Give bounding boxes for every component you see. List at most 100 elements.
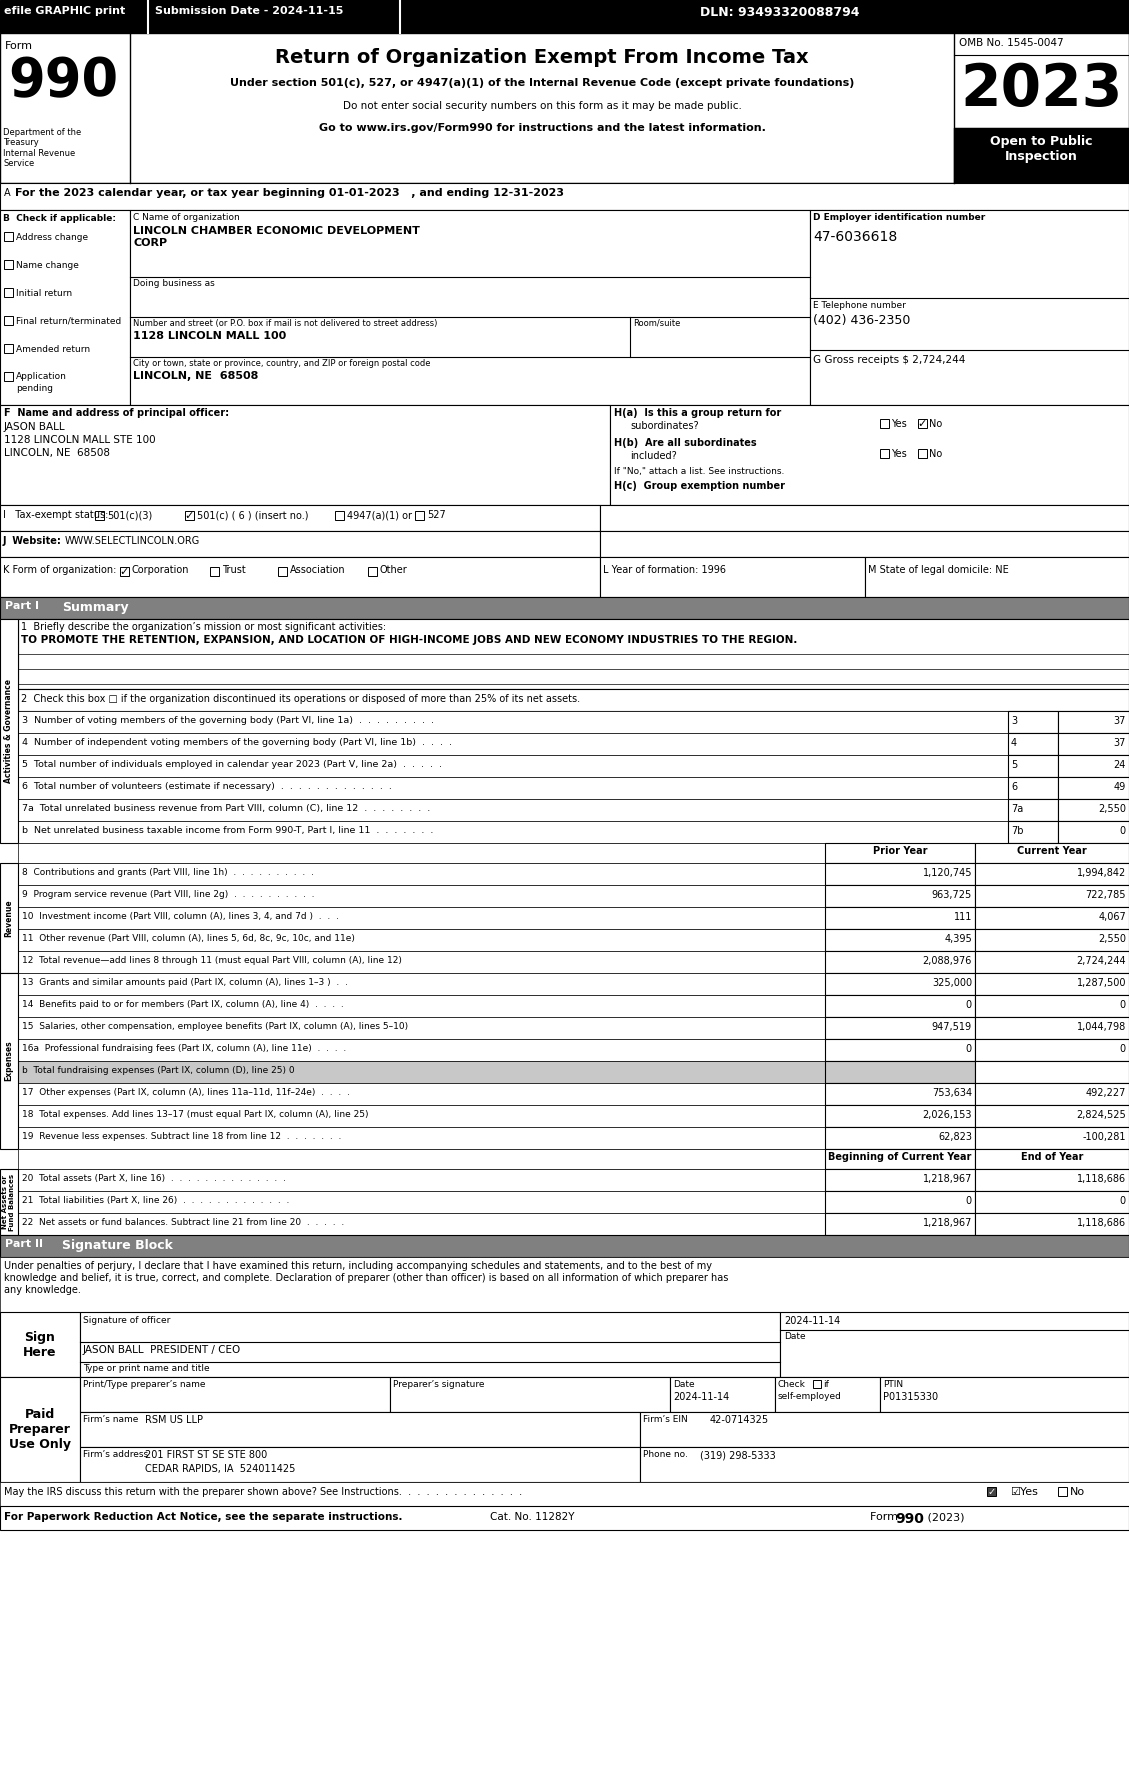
Bar	[18, 756, 1008, 777]
Text: Type or print name and title: Type or print name and title	[84, 1363, 210, 1372]
Text: 2023: 2023	[961, 62, 1122, 118]
Text: PTIN: PTIN	[883, 1379, 903, 1390]
Bar	[0, 1377, 80, 1482]
Text: 3  Number of voting members of the governing body (Part VI, line 1a)  .  .  .  .: 3 Number of voting members of the govern…	[21, 715, 434, 726]
Bar	[975, 1083, 1129, 1106]
Bar	[975, 1017, 1129, 1038]
Text: Date: Date	[673, 1379, 694, 1390]
Text: 12  Total revenue—add lines 8 through 11 (must equal Part VIII, column (A), line: 12 Total revenue—add lines 8 through 11 …	[21, 955, 402, 964]
Text: 47-6036618: 47-6036618	[813, 230, 898, 244]
Bar	[975, 864, 1129, 885]
Text: Number and street (or P.O. box if mail is not delivered to street address): Number and street (or P.O. box if mail i…	[133, 320, 437, 328]
Bar	[0, 34, 1129, 184]
Bar	[0, 597, 1129, 620]
Bar	[0, 1234, 1129, 1257]
Bar	[975, 973, 1129, 994]
Text: 1,287,500: 1,287,500	[1076, 978, 1126, 987]
Bar	[825, 908, 975, 929]
Bar	[18, 952, 825, 973]
Text: 492,227: 492,227	[1086, 1088, 1126, 1098]
Bar	[80, 1377, 390, 1413]
Bar	[975, 1190, 1129, 1213]
Bar	[5, 231, 14, 240]
Bar	[975, 1127, 1129, 1150]
Bar	[0, 1506, 1129, 1529]
Bar	[825, 1150, 975, 1169]
Bar	[18, 929, 825, 952]
Text: 20  Total assets (Part X, line 16)  .  .  .  .  .  .  .  .  .  .  .  .  .  .: 20 Total assets (Part X, line 16) . . . …	[21, 1174, 286, 1183]
Text: F  Name and address of principal officer:: F Name and address of principal officer:	[5, 408, 229, 419]
Bar	[813, 1379, 821, 1388]
Text: 947,519: 947,519	[931, 1023, 972, 1031]
Bar	[18, 1213, 825, 1234]
Text: Part I: Part I	[5, 600, 40, 611]
Text: 13  Grants and similar amounts paid (Part IX, column (A), lines 1–3 )  .  .: 13 Grants and similar amounts paid (Part…	[21, 978, 348, 987]
Text: Cat. No. 11282Y: Cat. No. 11282Y	[490, 1512, 575, 1522]
Bar	[18, 908, 825, 929]
Bar	[1058, 1487, 1067, 1496]
Text: A: A	[5, 187, 10, 198]
Text: Yes: Yes	[891, 419, 907, 429]
Bar	[95, 510, 104, 519]
Text: 14  Benefits paid to or for members (Part IX, column (A), line 4)  .  .  .  .: 14 Benefits paid to or for members (Part…	[21, 1000, 343, 1008]
Text: 5: 5	[1010, 759, 1017, 770]
Text: D Employer identification number: D Employer identification number	[813, 214, 986, 223]
Text: subordinates?: subordinates?	[630, 420, 699, 431]
Bar	[0, 1482, 1129, 1506]
Text: LINCOLN CHAMBER ECONOMIC DEVELOPMENT: LINCOLN CHAMBER ECONOMIC DEVELOPMENT	[133, 226, 420, 237]
Text: 6: 6	[1010, 782, 1017, 791]
Text: ✓: ✓	[185, 510, 194, 521]
Bar	[1008, 821, 1058, 842]
Text: Doing business as: Doing business as	[133, 279, 215, 288]
Text: Return of Organization Exempt From Income Tax: Return of Organization Exempt From Incom…	[275, 48, 808, 67]
Text: Signature Block: Signature Block	[62, 1240, 173, 1252]
Text: For Paperwork Reduction Act Notice, see the separate instructions.: For Paperwork Reduction Act Notice, see …	[5, 1512, 403, 1522]
Text: E Telephone number: E Telephone number	[813, 300, 905, 311]
Bar	[18, 777, 1008, 798]
Text: 21  Total liabilities (Part X, line 26)  .  .  .  .  .  .  .  .  .  .  .  .  .: 21 Total liabilities (Part X, line 26) .…	[21, 1196, 289, 1204]
Text: 9  Program service revenue (Part VIII, line 2g)  .  .  .  .  .  .  .  .  .  .: 9 Program service revenue (Part VIII, li…	[21, 890, 315, 899]
Text: ✓: ✓	[988, 1487, 996, 1496]
Text: b  Total fundraising expenses (Part IX, column (D), line 25) 0: b Total fundraising expenses (Part IX, c…	[21, 1067, 295, 1075]
Text: 1128 LINCOLN MALL STE 100: 1128 LINCOLN MALL STE 100	[5, 434, 156, 445]
Text: 753,634: 753,634	[931, 1088, 972, 1098]
Text: 2,550: 2,550	[1099, 804, 1126, 814]
Bar	[1058, 821, 1129, 842]
Text: 16a  Professional fundraising fees (Part IX, column (A), line 11e)  .  .  .  .: 16a Professional fundraising fees (Part …	[21, 1044, 347, 1053]
Bar	[954, 127, 1129, 184]
Bar	[825, 864, 975, 885]
Bar	[975, 994, 1129, 1017]
Text: 0: 0	[1120, 1044, 1126, 1054]
Bar	[774, 1377, 879, 1413]
Text: Submission Date - 2024-11-15: Submission Date - 2024-11-15	[155, 5, 343, 16]
Text: 2,724,244: 2,724,244	[1076, 955, 1126, 966]
Text: ☑Yes: ☑Yes	[1010, 1487, 1038, 1498]
Text: 0: 0	[1120, 826, 1126, 835]
Bar	[0, 1312, 80, 1377]
Bar	[825, 1083, 975, 1106]
Text: H(c)  Group exemption number: H(c) Group exemption number	[614, 480, 785, 491]
Text: RSM US LLP: RSM US LLP	[145, 1415, 203, 1425]
Bar	[975, 929, 1129, 952]
Bar	[599, 532, 1129, 556]
Text: 1  Briefly describe the organization’s mission or most significant activities:: 1 Briefly describe the organization’s mi…	[21, 622, 386, 632]
Bar	[975, 1213, 1129, 1234]
Text: Phone no.: Phone no.	[644, 1450, 688, 1459]
Bar	[18, 885, 825, 908]
Text: 4  Number of independent voting members of the governing body (Part VI, line 1b): 4 Number of independent voting members o…	[21, 738, 452, 747]
Bar	[599, 556, 865, 597]
Bar	[1008, 733, 1058, 756]
Text: 0: 0	[966, 1000, 972, 1010]
Text: Yes: Yes	[891, 449, 907, 459]
Bar	[825, 1017, 975, 1038]
Bar	[5, 260, 14, 268]
Bar	[918, 449, 927, 457]
Text: M State of legal domicile: NE: M State of legal domicile: NE	[868, 565, 1008, 576]
Text: 24: 24	[1113, 759, 1126, 770]
Bar	[18, 1083, 825, 1106]
Text: Part II: Part II	[5, 1240, 43, 1249]
Text: Net Assets or
Fund Balances: Net Assets or Fund Balances	[2, 1173, 16, 1231]
Text: 4,395: 4,395	[944, 934, 972, 945]
Bar	[975, 908, 1129, 929]
Bar	[0, 556, 599, 597]
